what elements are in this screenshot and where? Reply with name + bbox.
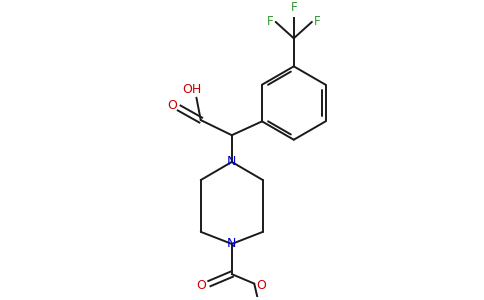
Text: OH: OH <box>182 82 202 95</box>
Text: F: F <box>267 15 273 28</box>
Text: O: O <box>167 99 177 112</box>
Text: N: N <box>227 155 237 168</box>
Text: F: F <box>314 15 321 28</box>
Text: N: N <box>227 237 237 250</box>
Text: O: O <box>197 279 207 292</box>
Text: O: O <box>257 279 267 292</box>
Text: F: F <box>290 1 297 14</box>
